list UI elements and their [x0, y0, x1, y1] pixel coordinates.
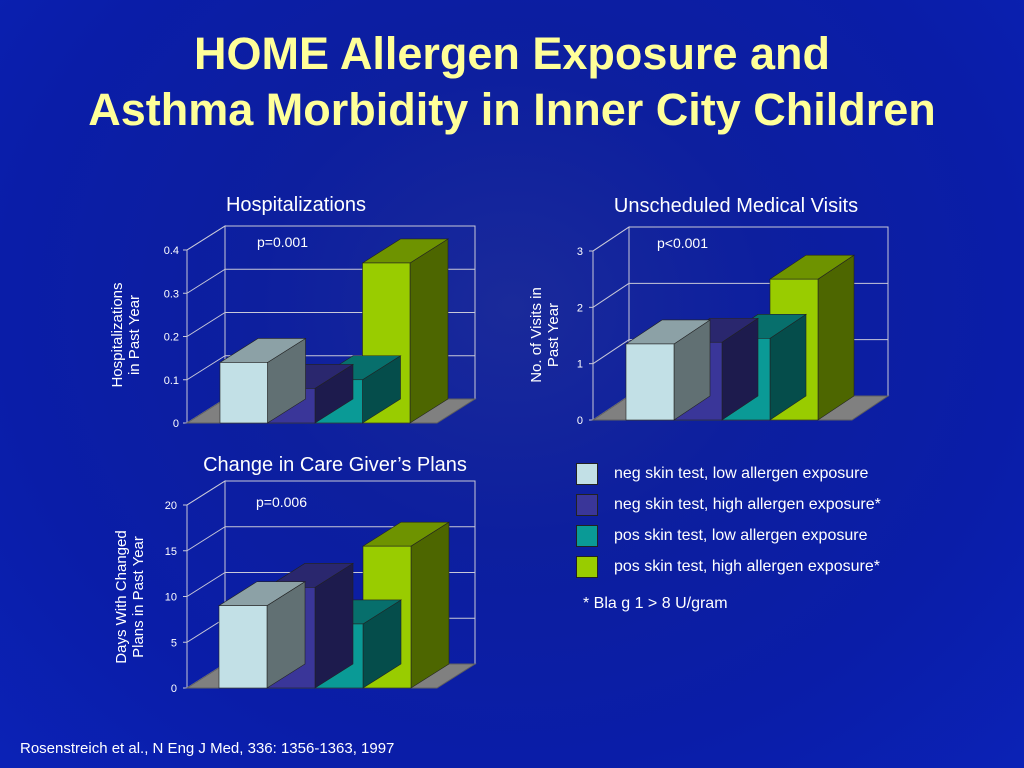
gridline-side	[186, 572, 226, 597]
legend-label: neg skin test, low allergen exposure	[614, 465, 869, 482]
bar-side	[817, 254, 855, 421]
gridline-side	[186, 617, 226, 643]
chart-2: 0 1 2 3 Unscheduled Medical Visits p<0.001 No.…	[528, 195, 890, 427]
y-tick-label: 0	[173, 418, 179, 430]
y-axis-label-line: Past Year	[545, 303, 562, 367]
slide-title: HOME Allergen Exposure and Asthma Morbid…	[0, 26, 1024, 138]
chart-title: Change in Care Giver’s Plans	[203, 454, 467, 476]
gridline-side	[592, 226, 630, 252]
y-axis-label: No. of Visits in Past Year	[528, 287, 562, 383]
y-tick-label: 0.2	[164, 332, 179, 344]
legend-label: neg skin test, high allergen exposure*	[614, 496, 881, 513]
y-axis-label-line: Plans in Past Year	[130, 536, 147, 658]
legend-label: pos skin test, high allergen exposure*	[614, 558, 880, 575]
bar-front	[219, 362, 268, 424]
legend-swatch	[576, 556, 598, 578]
p-value-annotation: p<0.001	[657, 235, 708, 251]
p-value-annotation: p=0.001	[257, 234, 308, 250]
gridline-side	[186, 480, 226, 506]
chart-side-wall	[592, 226, 630, 421]
legend-label: pos skin test, low allergen exposure	[614, 527, 868, 544]
bar	[217, 581, 307, 689]
bar-side	[409, 238, 449, 424]
y-axis-label-line: Days With Changed	[113, 530, 130, 663]
legend-item: neg skin test, high allergen exposure*	[576, 494, 976, 518]
y-tick-label: 2	[577, 302, 583, 314]
y-tick-label: 1	[577, 359, 583, 371]
y-tick-label: 20	[165, 500, 177, 512]
bar-front	[218, 605, 268, 689]
bar	[625, 319, 711, 421]
y-axis-label: Hospitalizations in Past Year	[109, 282, 143, 387]
y-tick-label: 0	[171, 683, 177, 695]
legend-item: pos skin test, low allergen exposure	[576, 525, 976, 549]
legend-swatch	[576, 525, 598, 547]
chart-3: 0 5 10 15 20 Change in Care Giver’s Plans p=0.…	[113, 454, 477, 695]
slide-title-line-1: HOME Allergen Exposure and	[194, 28, 830, 79]
p-value-annotation: p=0.006	[256, 494, 307, 510]
chart-1: 0 0.1 0.2 0.3 0.4 Hospitalizations p=0.001 Hosp…	[109, 194, 477, 430]
y-axis-label-line: in Past Year	[126, 295, 143, 375]
y-tick-label: 15	[165, 546, 177, 558]
y-axis-label-line: Hospitalizations	[109, 282, 126, 387]
slide-title-line-2: Asthma Morbidity in Inner City Children	[88, 84, 936, 135]
y-axis-label-line: No. of Visits in	[528, 287, 545, 383]
y-tick-label: 0.4	[164, 245, 179, 257]
bar-side	[410, 521, 450, 689]
gridline-side	[592, 282, 630, 308]
y-tick-label: 10	[165, 592, 177, 604]
legend-item: pos skin test, high allergen exposure*	[576, 556, 976, 580]
y-tick-label: 3	[577, 246, 583, 258]
bar	[218, 337, 307, 424]
legend-item: neg skin test, low allergen exposure	[576, 463, 976, 487]
gridline-side	[186, 355, 226, 381]
legend-swatch	[576, 494, 598, 516]
y-tick-label: 0	[577, 415, 583, 427]
legend-swatch	[576, 463, 598, 485]
gridline-side	[186, 225, 226, 251]
y-tick-label: 5	[171, 637, 177, 649]
citation: Rosenstreich et al., N Eng J Med, 336: 1…	[20, 740, 395, 757]
chart-title: Unscheduled Medical Visits	[614, 195, 858, 217]
y-axis-label: Days With Changed Plans in Past Year	[113, 530, 147, 663]
gridline-side	[186, 526, 226, 552]
y-tick-label: 0.3	[164, 288, 179, 300]
gridline-side	[186, 312, 226, 337]
y-tick-label: 0.1	[164, 375, 179, 387]
gridline-side	[592, 339, 630, 365]
chart-title: Hospitalizations	[226, 194, 366, 216]
footnote: * Bla g 1 > 8 U/gram	[583, 595, 728, 612]
gridline-side	[186, 268, 226, 294]
bar-front	[625, 343, 675, 421]
